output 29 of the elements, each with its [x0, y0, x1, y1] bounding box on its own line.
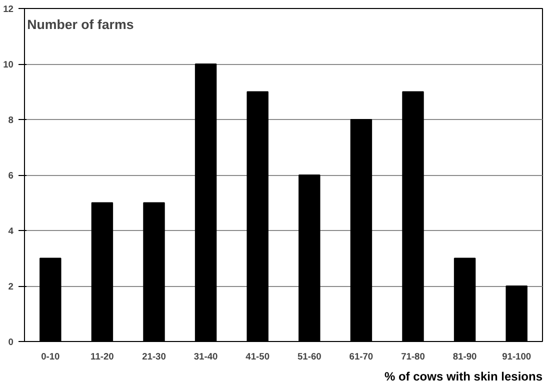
x-tick-label: 71-80 [401, 352, 425, 362]
x-tick-label: 11-20 [90, 352, 114, 362]
x-tick-label: 41-50 [246, 352, 270, 362]
y-tick-label: 4 [8, 226, 14, 236]
x-tick-label: 51-60 [297, 352, 322, 362]
bar [246, 91, 268, 342]
y-tick-label: 0 [8, 337, 14, 347]
bar [143, 202, 165, 342]
y-tick-label: 2 [8, 282, 14, 292]
y-tick-label: 6 [8, 170, 14, 180]
bar [454, 258, 476, 342]
y-tick-label: 8 [8, 115, 14, 125]
x-tick-label: 91-100 [502, 352, 532, 362]
bar [402, 91, 424, 342]
x-tick-label: 0-10 [41, 352, 60, 362]
x-tick-label: 81-90 [452, 352, 477, 362]
bar [194, 64, 217, 342]
x-axis-title: % of cows with skin lesions [384, 370, 543, 384]
bar [40, 258, 62, 342]
bar [91, 202, 114, 342]
x-tick-label: 61-70 [349, 352, 374, 362]
x-tick-label: 31-40 [194, 352, 218, 362]
y-axis-title: Number of farms [27, 16, 134, 32]
bar [350, 119, 372, 342]
y-tick-label: 10 [3, 60, 14, 70]
x-tick-label: 21-30 [142, 352, 166, 362]
bar [506, 286, 528, 342]
y-tick-label: 12 [3, 4, 14, 14]
bar [298, 174, 320, 342]
